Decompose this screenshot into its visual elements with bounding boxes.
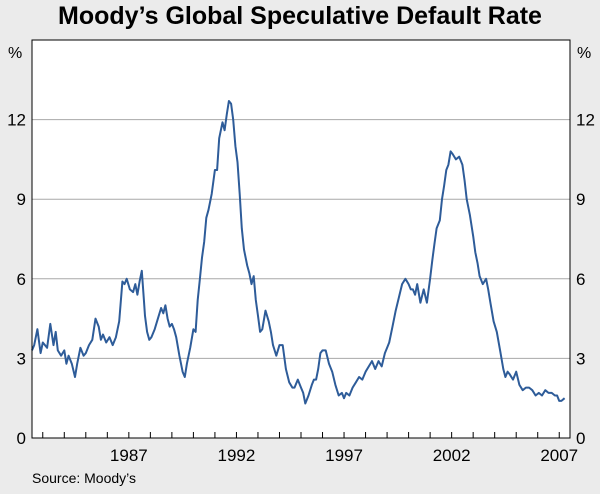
y-tick-right-3: 3 (576, 349, 585, 368)
y-axis-left: 0 3 6 9 12 (7, 111, 26, 448)
y-tick-left-12: 12 (7, 111, 26, 130)
y-tick-left-6: 6 (17, 270, 26, 289)
x-tick-label-1992: 1992 (218, 446, 256, 465)
y-tick-right-9: 9 (576, 190, 585, 209)
y-axis-right: 0 3 6 9 12 (576, 111, 595, 448)
x-tick-label-1987: 1987 (110, 446, 148, 465)
source-note: Source: Moody’s (32, 470, 137, 486)
y-tick-right-6: 6 (576, 270, 585, 289)
y-unit-right: % (577, 45, 591, 62)
x-axis: 1987 1992 1997 2002 2007 (42, 432, 578, 465)
x-tick-label-1997: 1997 (325, 446, 363, 465)
plot-area (32, 40, 570, 438)
x-tick-label-2002: 2002 (433, 446, 471, 465)
series-line-default-rate (31, 100, 566, 405)
y-tick-left-9: 9 (17, 190, 26, 209)
x-tick-label-2007: 2007 (540, 446, 578, 465)
chart-title: Moody’s Global Speculative Default Rate (58, 2, 542, 30)
y-tick-right-0: 0 (576, 429, 585, 448)
y-tick-left-3: 3 (17, 349, 26, 368)
y-unit-left: % (8, 45, 22, 62)
y-tick-left-0: 0 (17, 429, 26, 448)
gridlines (32, 119, 570, 359)
plot-frame (31, 39, 571, 439)
y-tick-right-12: 12 (576, 111, 595, 130)
